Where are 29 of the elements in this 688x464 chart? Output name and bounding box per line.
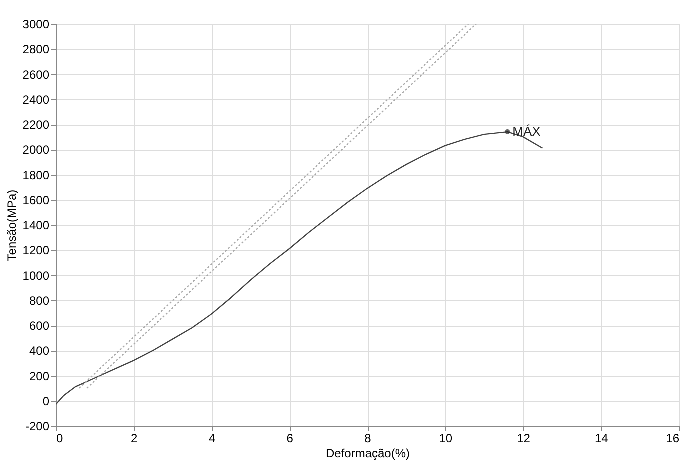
x-tick-label: 2 xyxy=(131,432,138,446)
y-tick-label: 400 xyxy=(29,344,50,358)
y-tick-label: 1600 xyxy=(22,193,50,208)
y-tick-label: 2200 xyxy=(22,118,50,132)
y-tick-label: 1000 xyxy=(22,268,50,283)
y-tick-label: 1800 xyxy=(22,168,50,182)
annotation: MÁX xyxy=(512,124,542,140)
y-tick-label: 1400 xyxy=(22,218,50,232)
x-tick-label: 12 xyxy=(517,432,531,446)
x-tick-label: 0 xyxy=(56,432,64,446)
y-tick-label: 2000 xyxy=(22,143,50,158)
y-tick-label: 2600 xyxy=(22,68,50,82)
y-tick-label: 600 xyxy=(29,319,50,333)
x-tick-label: 14 xyxy=(594,432,609,446)
y-tick-label: 1200 xyxy=(22,244,50,258)
y-tick-label: 200 xyxy=(29,369,50,384)
x-tick-label: 6 xyxy=(286,432,294,446)
y-tick-label: 2400 xyxy=(22,92,50,107)
y-tick-label: 3000 xyxy=(22,18,50,32)
y-tick-label: 0 xyxy=(42,394,50,408)
y-tick-label: 2800 xyxy=(22,42,50,57)
y-tick-label: -200 xyxy=(25,420,50,434)
x-tick-label: 8 xyxy=(364,432,372,446)
x-axis-title: Deformação(%) xyxy=(326,446,410,460)
y-tick-label: 800 xyxy=(29,294,50,308)
x-tick-label: 16 xyxy=(666,432,680,446)
x-tick-label: 10 xyxy=(439,432,453,446)
y-axis-title: Tensão(MPa) xyxy=(4,190,19,262)
x-tick-label: 4 xyxy=(208,432,216,446)
